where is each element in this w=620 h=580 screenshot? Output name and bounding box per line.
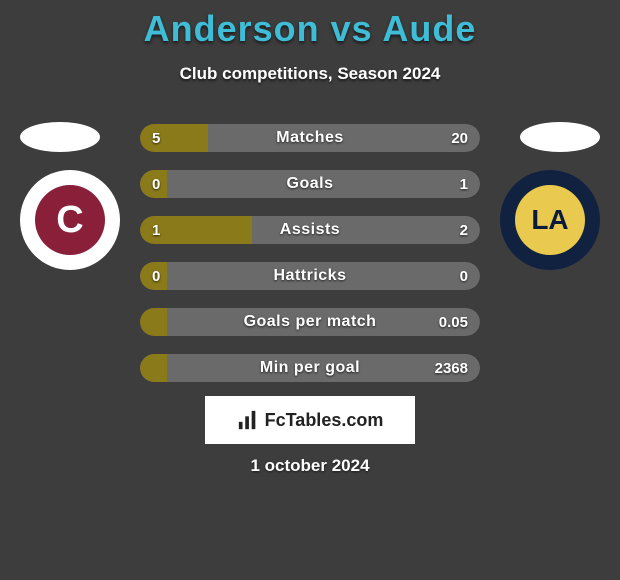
stat-row: 520Matches (140, 124, 480, 152)
stat-row: 01Goals (140, 170, 480, 198)
brand-logo: FcTables.com (205, 396, 415, 444)
brand-text: FcTables.com (265, 410, 384, 431)
stat-row: 2368Min per goal (140, 354, 480, 382)
stat-label: Goals per match (140, 308, 480, 336)
left-club-badge: C (20, 170, 120, 270)
left-player-avatar (20, 122, 100, 152)
subtitle: Club competitions, Season 2024 (0, 64, 620, 84)
comparison-bars: 520Matches 01Goals 12Assists 00Hattricks 0.0… (140, 124, 480, 400)
stat-row: 0.05Goals per match (140, 308, 480, 336)
stat-label: Min per goal (140, 354, 480, 382)
page-title: Anderson vs Aude (0, 0, 620, 50)
date-label: 1 october 2024 (0, 456, 620, 476)
right-player-avatar (520, 122, 600, 152)
stat-label: Matches (140, 124, 480, 152)
stat-label: Hattricks (140, 262, 480, 290)
right-club-badge: LA (500, 170, 600, 270)
stat-row: 00Hattricks (140, 262, 480, 290)
stat-label: Goals (140, 170, 480, 198)
left-club-inner: C (35, 185, 105, 255)
right-club-inner: LA (515, 185, 585, 255)
stat-label: Assists (140, 216, 480, 244)
chart-icon (237, 409, 259, 431)
stat-row: 12Assists (140, 216, 480, 244)
